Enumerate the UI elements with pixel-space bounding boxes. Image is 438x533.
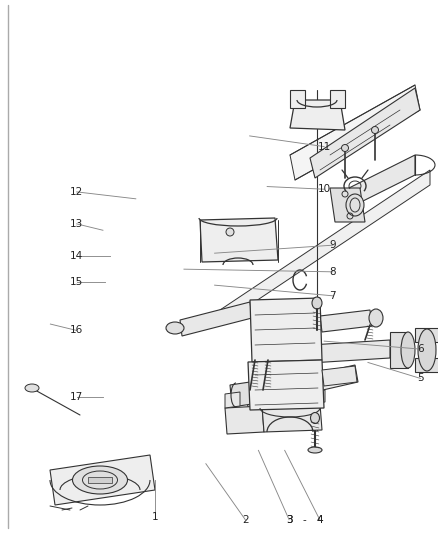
Text: 16: 16 bbox=[70, 326, 83, 335]
Text: 7: 7 bbox=[329, 291, 336, 301]
Text: 15: 15 bbox=[70, 278, 83, 287]
Ellipse shape bbox=[401, 332, 415, 368]
Text: 4: 4 bbox=[316, 515, 323, 524]
Polygon shape bbox=[320, 310, 372, 332]
Text: 3: 3 bbox=[286, 515, 293, 524]
Polygon shape bbox=[330, 188, 365, 222]
Polygon shape bbox=[230, 382, 252, 407]
Polygon shape bbox=[262, 404, 322, 432]
Text: 5: 5 bbox=[417, 374, 424, 383]
Polygon shape bbox=[290, 100, 345, 130]
Polygon shape bbox=[310, 88, 420, 178]
Polygon shape bbox=[300, 333, 315, 368]
Ellipse shape bbox=[311, 413, 319, 424]
Ellipse shape bbox=[308, 447, 322, 453]
Text: 11: 11 bbox=[318, 142, 331, 151]
Polygon shape bbox=[390, 332, 408, 368]
Polygon shape bbox=[88, 477, 112, 483]
Ellipse shape bbox=[371, 126, 378, 133]
Ellipse shape bbox=[25, 384, 39, 392]
Text: 6: 6 bbox=[417, 344, 424, 354]
Text: 12: 12 bbox=[70, 187, 83, 197]
Polygon shape bbox=[290, 85, 420, 180]
Ellipse shape bbox=[418, 329, 436, 371]
Ellipse shape bbox=[346, 194, 364, 216]
Text: 17: 17 bbox=[70, 392, 83, 402]
Polygon shape bbox=[200, 218, 278, 262]
Polygon shape bbox=[310, 390, 325, 404]
Polygon shape bbox=[248, 360, 324, 410]
Polygon shape bbox=[50, 455, 155, 505]
Ellipse shape bbox=[342, 144, 349, 151]
Text: 4: 4 bbox=[316, 515, 323, 524]
Ellipse shape bbox=[73, 466, 127, 494]
Text: 14: 14 bbox=[70, 251, 83, 261]
Text: 1: 1 bbox=[152, 512, 159, 522]
Text: 2: 2 bbox=[242, 515, 249, 524]
Polygon shape bbox=[415, 358, 438, 372]
Ellipse shape bbox=[166, 322, 184, 334]
Polygon shape bbox=[310, 340, 390, 363]
Polygon shape bbox=[180, 302, 252, 336]
Polygon shape bbox=[290, 90, 305, 108]
Polygon shape bbox=[335, 155, 415, 215]
Ellipse shape bbox=[369, 309, 383, 327]
Ellipse shape bbox=[312, 297, 322, 309]
Text: 10: 10 bbox=[318, 184, 331, 194]
Text: 13: 13 bbox=[70, 219, 83, 229]
Polygon shape bbox=[250, 298, 322, 362]
Polygon shape bbox=[322, 366, 357, 386]
Text: 3: 3 bbox=[286, 515, 293, 524]
Polygon shape bbox=[225, 392, 240, 408]
Polygon shape bbox=[330, 90, 345, 108]
Polygon shape bbox=[225, 406, 264, 434]
Text: -: - bbox=[303, 515, 306, 524]
Polygon shape bbox=[415, 328, 438, 342]
Ellipse shape bbox=[226, 228, 234, 236]
Polygon shape bbox=[220, 170, 430, 325]
Text: 8: 8 bbox=[329, 267, 336, 277]
Text: 9: 9 bbox=[329, 240, 336, 250]
Polygon shape bbox=[245, 365, 358, 407]
